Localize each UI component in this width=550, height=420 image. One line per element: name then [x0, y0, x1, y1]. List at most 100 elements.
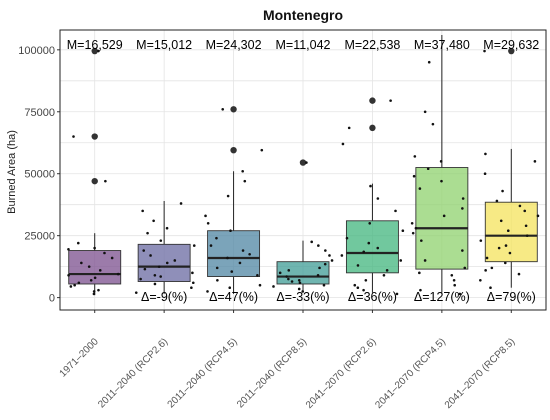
data-point	[427, 60, 431, 64]
data-point	[92, 290, 96, 293]
data-point	[191, 281, 195, 285]
data-point	[287, 277, 290, 281]
outlier-point	[91, 47, 98, 55]
delta-label: Δ=36(%)	[348, 290, 397, 304]
box-4	[272, 159, 334, 293]
mean-label: M=11,042	[275, 38, 330, 52]
data-point	[413, 155, 417, 158]
data-point	[317, 244, 320, 247]
y-tick-label: 50000	[24, 169, 55, 181]
data-point	[248, 252, 251, 256]
data-point	[345, 236, 349, 240]
x-tick-label: 2011–2040 (RCP4.5)	[166, 336, 240, 410]
outlier-point	[230, 106, 237, 113]
outlier-point	[508, 47, 515, 55]
data-point	[204, 214, 207, 218]
data-point	[442, 214, 446, 218]
data-point	[453, 283, 456, 287]
data-point	[93, 246, 96, 250]
data-point	[517, 272, 521, 276]
data-point	[241, 169, 244, 173]
x-tick-label: 1971–2000	[58, 336, 101, 379]
data-point	[479, 239, 483, 242]
data-point	[524, 224, 528, 228]
outlier-point	[91, 133, 98, 140]
outlier-point	[230, 146, 237, 154]
box-body	[345, 220, 399, 274]
data-point	[399, 259, 403, 262]
data-point	[362, 250, 366, 254]
data-point	[450, 274, 454, 277]
data-point	[479, 278, 482, 282]
data-point	[423, 110, 427, 114]
x-tick-label: 2041–2070 (RCP2.6)	[304, 336, 379, 411]
data-point	[525, 234, 529, 237]
data-point	[382, 274, 386, 277]
y-tick-label: 100000	[18, 45, 55, 57]
data-point	[297, 278, 301, 282]
data-point	[260, 148, 264, 152]
data-point	[243, 179, 247, 183]
data-point	[367, 241, 371, 245]
data-point	[89, 278, 93, 282]
data-point	[215, 236, 218, 240]
box-6	[410, 34, 469, 296]
data-point	[385, 269, 389, 272]
data-point	[452, 278, 456, 282]
data-point	[495, 199, 499, 203]
data-point	[256, 274, 259, 277]
mean-label: M=16,529	[67, 38, 123, 52]
data-point	[461, 249, 464, 252]
box-5	[340, 97, 405, 296]
data-point	[395, 292, 399, 296]
data-point	[458, 292, 462, 296]
data-point	[216, 278, 219, 282]
data-point	[328, 254, 331, 257]
data-point	[69, 285, 73, 288]
data-point	[440, 179, 443, 183]
x-tick-label: 2011–2040 (RCP8.5)	[235, 336, 309, 410]
data-point	[159, 275, 162, 278]
x-tick-label: 2041–2070 (RCP4.5)	[373, 336, 448, 411]
data-point	[484, 269, 487, 272]
data-point	[497, 246, 501, 250]
data-point	[410, 221, 414, 225]
outlier-point	[369, 97, 376, 104]
data-point	[376, 246, 380, 250]
data-point	[67, 247, 70, 251]
data-point	[297, 287, 301, 291]
y-axis-label: Burned Area (ha)	[6, 130, 18, 214]
data-point	[87, 265, 91, 268]
data-point	[324, 249, 327, 252]
box-plots	[67, 34, 540, 296]
data-point	[206, 221, 210, 225]
data-point	[241, 249, 245, 252]
data-point	[191, 271, 194, 275]
mean-label: M=22,538	[344, 38, 400, 52]
data-point	[418, 271, 421, 275]
data-point	[73, 283, 76, 287]
box-1	[67, 47, 122, 296]
data-point	[499, 219, 503, 223]
data-point	[439, 160, 443, 163]
data-point	[190, 286, 193, 289]
plot-frame	[59, 29, 547, 311]
data-point	[414, 226, 418, 230]
x-tick-label: 2041–2070 (RCP8.5)	[443, 336, 518, 411]
data-point	[116, 272, 120, 276]
data-point	[353, 283, 357, 287]
data-point	[461, 207, 464, 210]
data-point	[340, 254, 344, 257]
data-point	[221, 107, 225, 111]
data-point	[364, 278, 368, 282]
data-point	[92, 292, 96, 296]
data-point	[146, 231, 149, 235]
data-point	[72, 135, 75, 138]
data-point	[290, 280, 294, 283]
data-point	[301, 290, 305, 293]
data-point	[394, 209, 397, 213]
data-point	[341, 142, 345, 146]
outlier-point	[91, 177, 98, 185]
